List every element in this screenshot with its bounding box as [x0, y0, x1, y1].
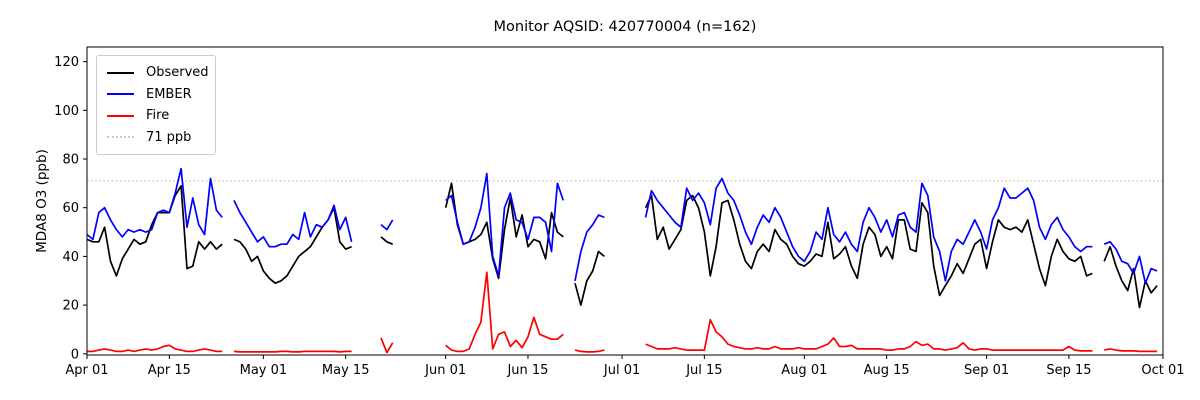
chart-title: Monitor AQSID: 420770004 (n=162) — [493, 19, 757, 35]
legend-item-ember: EMBER — [107, 84, 205, 106]
legend: Observed EMBER Fire 71 ppb — [96, 55, 216, 155]
y-tick-label: 100 — [54, 104, 79, 119]
x-tick-label: Jun 01 — [424, 363, 466, 378]
y-tick-label: 20 — [62, 299, 79, 314]
x-tick-label: Apr 01 — [65, 363, 108, 378]
series-line-ember — [86, 167, 1158, 285]
series-line-observed — [86, 182, 1158, 309]
x-tick-label: Apr 15 — [148, 363, 191, 378]
x-tick-label: Jun 15 — [506, 363, 548, 378]
legend-line-sample-threshold — [107, 136, 134, 139]
legend-item-threshold: 71 ppb — [107, 127, 205, 149]
x-tick-label: Oct 01 — [1141, 363, 1184, 378]
legend-line-sample-ember — [107, 93, 134, 96]
legend-line-sample-observed — [107, 71, 134, 74]
legend-label: Observed — [146, 65, 209, 81]
legend-label: EMBER — [146, 86, 192, 102]
legend-item-observed: Observed — [107, 62, 209, 84]
x-tick-label: Sep 15 — [1046, 363, 1091, 378]
axes-spines — [86, 46, 1164, 356]
x-tick-label: Sep 01 — [964, 363, 1009, 378]
x-tick-label: Jul 15 — [685, 363, 722, 378]
x-tick-label: Jul 01 — [603, 363, 640, 378]
y-tick-label: 120 — [54, 55, 79, 70]
x-tick-label: Aug 15 — [864, 363, 910, 378]
x-tick-label: May 01 — [240, 363, 288, 378]
y-tick-label: 40 — [62, 250, 79, 265]
legend-label: Fire — [146, 108, 170, 124]
x-tick-label: Aug 01 — [781, 363, 827, 378]
y-tick-label: 60 — [62, 201, 79, 216]
series-line-fire — [87, 271, 1158, 354]
y-tick-label: 80 — [62, 153, 79, 168]
x-tick-label: May 15 — [322, 363, 370, 378]
legend-item-fire: Fire — [107, 105, 205, 127]
legend-line-sample-fire — [107, 114, 134, 117]
legend-label: 71 ppb — [146, 129, 192, 145]
y-tick-label: 0 — [71, 347, 79, 362]
